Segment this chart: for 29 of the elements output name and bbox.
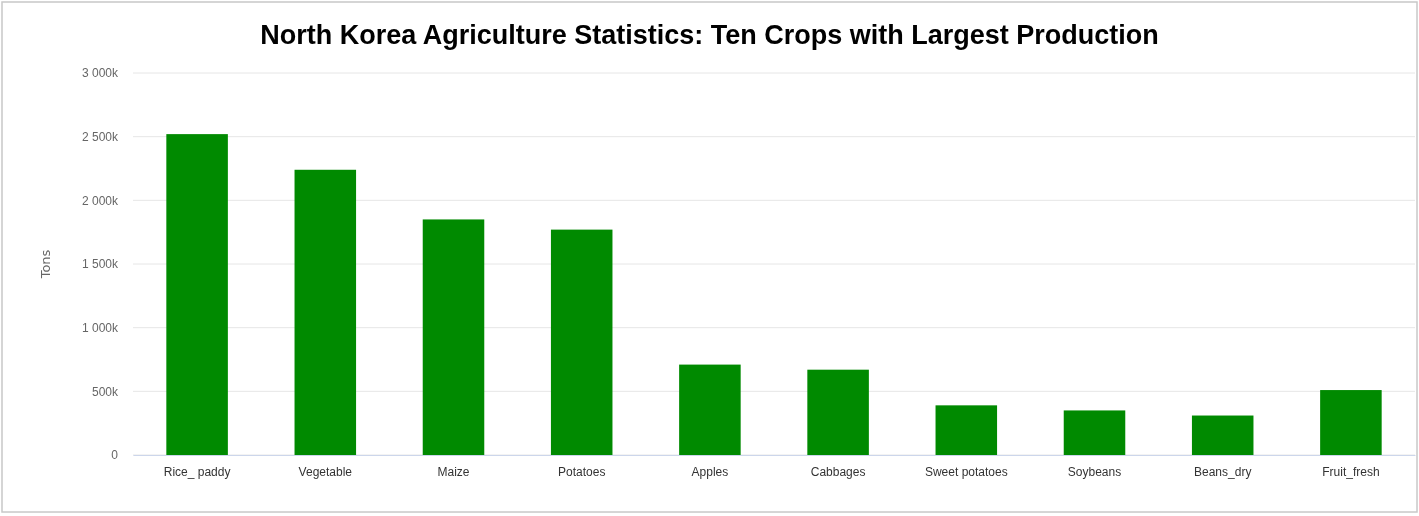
bar xyxy=(294,169,357,455)
x-tick-label: Vegetable xyxy=(298,464,353,479)
chart-title: North Korea Agriculture Statistics: Ten Crops with Largest Production xyxy=(260,20,1159,50)
bar xyxy=(166,134,228,455)
x-tick-label: Sweet potatoes xyxy=(924,464,1008,479)
bar xyxy=(1320,390,1382,455)
y-tick-label: 1 500k xyxy=(81,257,119,272)
y-axis-title: Tons xyxy=(38,249,53,280)
y-tick-label: 1 000k xyxy=(81,321,119,336)
bar xyxy=(422,219,485,455)
y-tick-label: 3 000k xyxy=(81,66,119,81)
y-tick-label: 2 000k xyxy=(81,193,119,208)
bar xyxy=(1191,415,1254,455)
x-tick-label: Fruit_fresh xyxy=(1322,464,1380,479)
bar xyxy=(807,369,869,455)
y-tick-label: 2 500k xyxy=(81,130,119,145)
x-tick-label: Beans_dry xyxy=(1194,464,1252,479)
x-tick-label: Apples xyxy=(691,464,729,479)
y-tick-label: 500k xyxy=(91,384,119,399)
bar xyxy=(550,229,613,455)
x-tick-label: Cabbages xyxy=(810,464,866,479)
x-tick-label: Potatoes xyxy=(558,464,606,479)
x-tick-label: Rice_ paddy xyxy=(163,464,231,479)
x-tick-label: Maize xyxy=(437,464,470,479)
bar xyxy=(679,364,741,455)
bar xyxy=(935,405,998,455)
y-tick-label: 0 xyxy=(111,448,119,463)
bar xyxy=(1063,410,1126,455)
x-tick-label: Soybeans xyxy=(1067,464,1122,479)
